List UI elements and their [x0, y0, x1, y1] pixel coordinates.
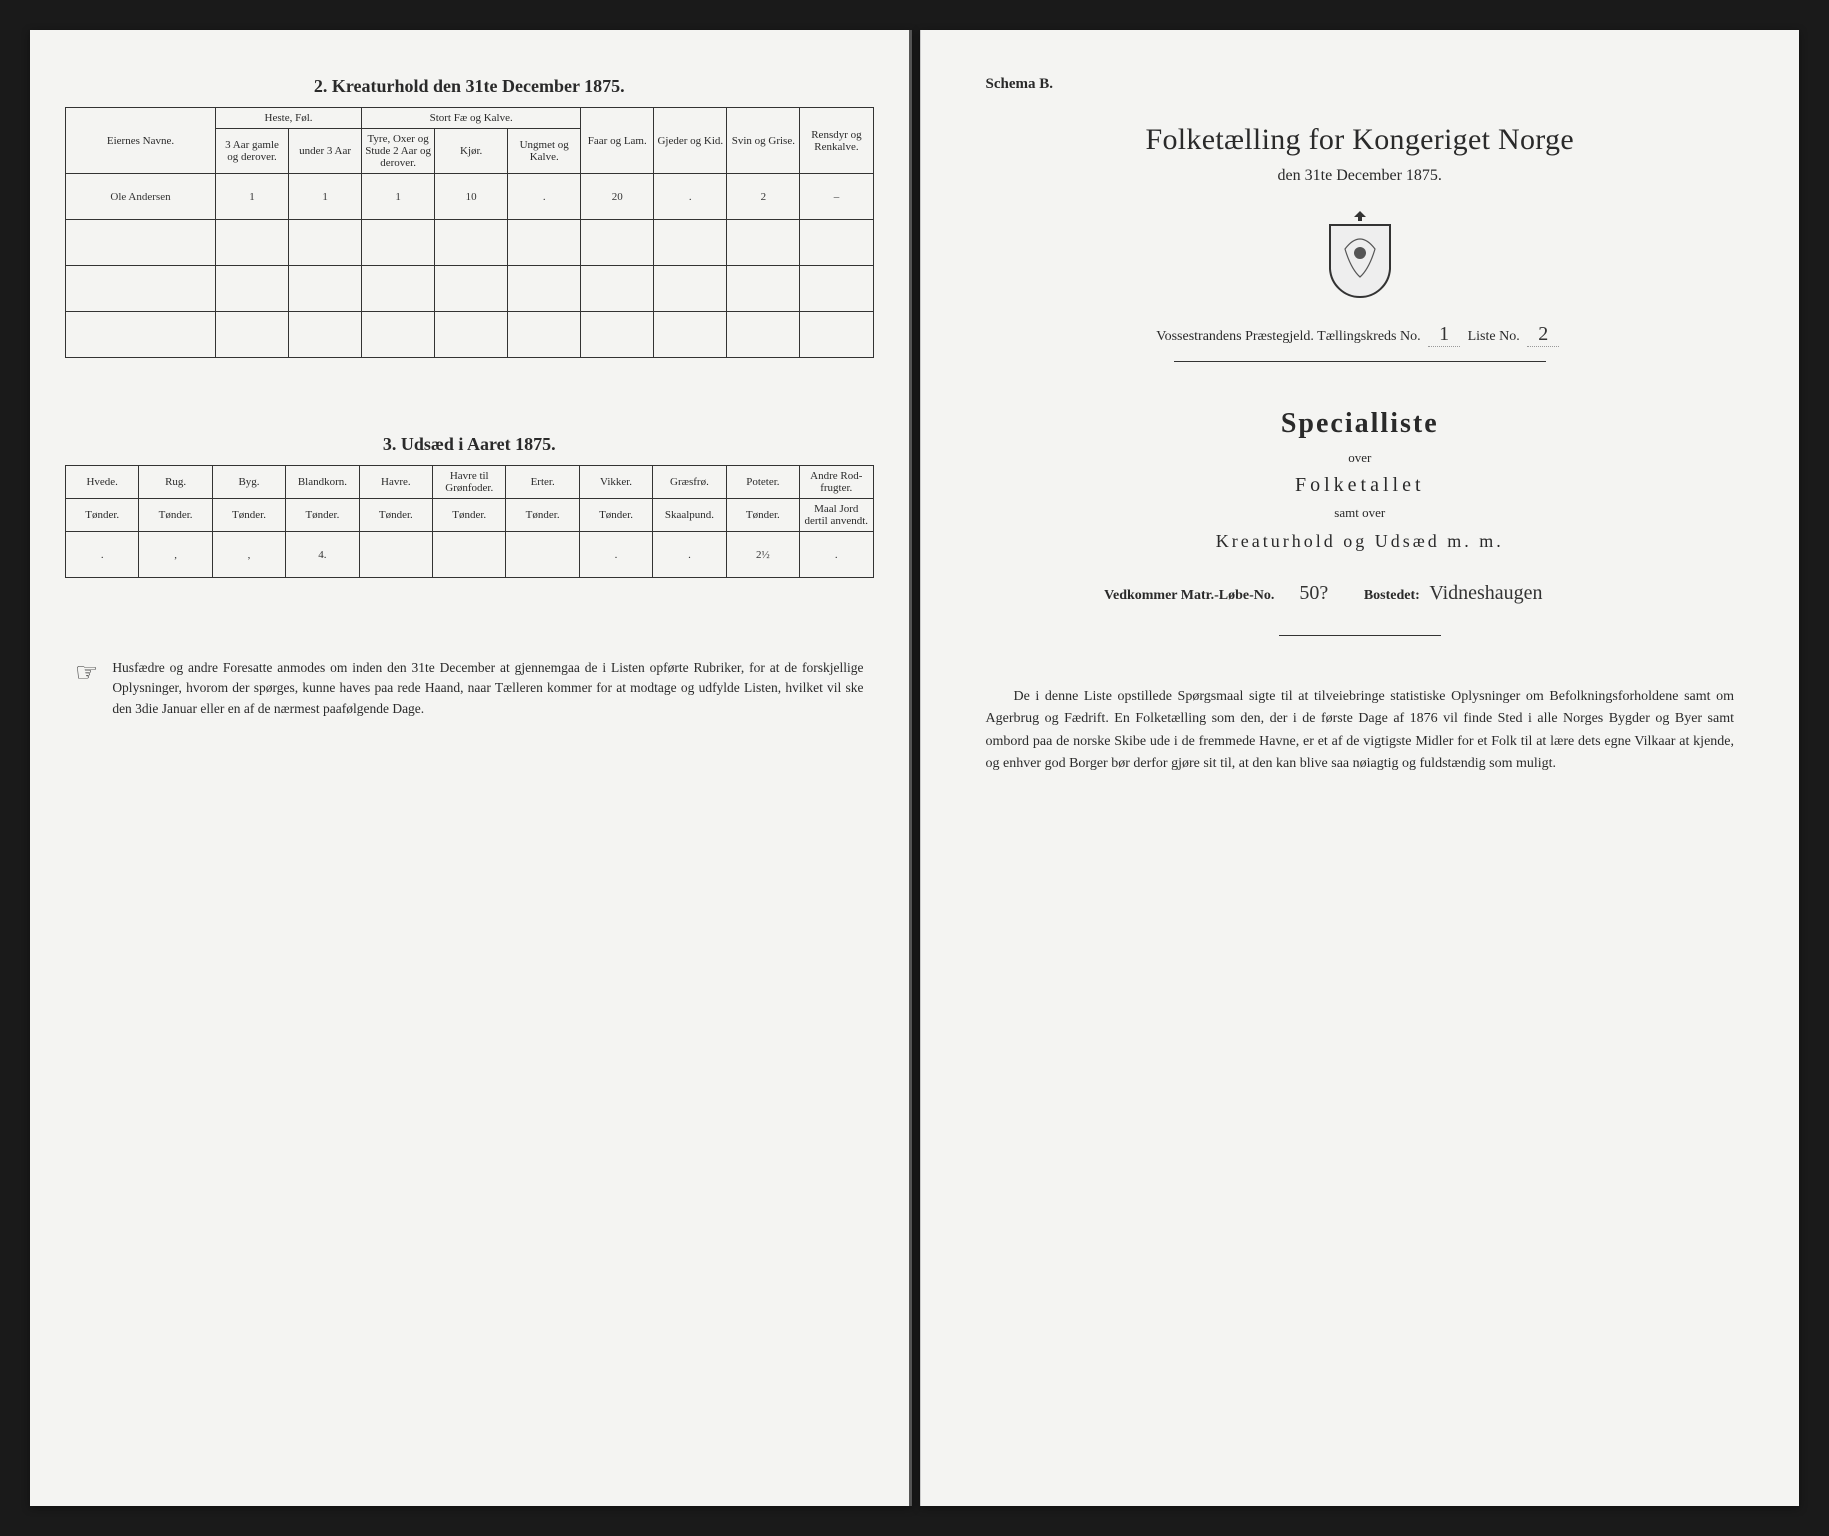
unit: Tønder. [139, 499, 212, 532]
unit: Tønder. [359, 499, 432, 532]
grp-svin: Svin og Grise. [727, 108, 800, 174]
over-label: over [956, 450, 1765, 466]
sub-heste-a: 3 Aar gamle og derover. [216, 129, 289, 174]
cell: , [212, 532, 285, 578]
right-page: Schema B. Folketælling for Kongeriget No… [920, 30, 1800, 1506]
col: Byg. [212, 466, 285, 499]
samtover-label: samt over [956, 505, 1765, 521]
footnote-box: ☞ Husfædre og andre Foresatte anmodes om… [65, 658, 874, 719]
footnote-text: Husfædre og andre Foresatte anmodes om i… [112, 658, 863, 719]
unit: Tønder. [212, 499, 285, 532]
unit: Tønder. [726, 499, 799, 532]
cell: 10 [435, 174, 508, 220]
table-row [66, 312, 874, 358]
cell: . [800, 532, 873, 578]
left-page: 2. Kreaturhold den 31te December 1875. E… [30, 30, 912, 1506]
udsaed-heads: Hvede. Rug. Byg. Blandkorn. Havre. Havre… [66, 466, 874, 499]
cell: 20 [581, 174, 654, 220]
matr-no: 50? [1284, 582, 1344, 605]
bostedet-label: Bostedet: [1364, 588, 1420, 603]
cell: 2½ [726, 532, 799, 578]
matr-label: Vedkommer Matr.-Løbe-No. [1104, 588, 1274, 603]
table-row [66, 220, 874, 266]
cell [506, 532, 579, 578]
grp-ren: Rensdyr og Renkalve. [800, 108, 873, 174]
table-row [66, 266, 874, 312]
col: Græsfrø. [653, 466, 726, 499]
col: Andre Rod-frugter. [800, 466, 873, 499]
main-title: Folketælling for Kongeriget Norge [956, 123, 1765, 157]
cell: 1 [216, 174, 289, 220]
cell [359, 532, 432, 578]
coat-of-arms-icon [1320, 209, 1400, 299]
cell: – [800, 174, 873, 220]
udsaed-units: Tønder. Tønder. Tønder. Tønder. Tønder. … [66, 499, 874, 532]
parish-label: Vossestrandens Præstegjeld. Tællingskred… [1156, 329, 1420, 344]
cell: . [579, 532, 652, 578]
cell [433, 532, 506, 578]
sub-date: den 31te December 1875. [956, 167, 1765, 185]
cell: , [139, 532, 212, 578]
matr-line: Vedkommer Matr.-Løbe-No. 50? Bostedet: V… [956, 582, 1765, 605]
owner-cell: Ole Andersen [66, 174, 216, 220]
table-row: Ole Andersen 1 1 1 10 . 20 . 2 – [66, 174, 874, 220]
section2-title: 2. Kreaturhold den 31te December 1875. [65, 76, 874, 97]
folketallet-label: Folketallet [956, 474, 1765, 497]
unit: Tønder. [286, 499, 359, 532]
unit: Tønder. [66, 499, 139, 532]
pointing-hand-icon: ☞ [75, 658, 98, 719]
cell: . [653, 532, 726, 578]
col: Havre til Grønfoder. [433, 466, 506, 499]
cell: 1 [289, 174, 362, 220]
kreaturhold-table: Eiernes Navne. Heste, Føl. Stort Fæ og K… [65, 107, 874, 358]
col: Hvede. [66, 466, 139, 499]
explanatory-text: De i denne Liste opstillede Spørgsmaal s… [956, 686, 1765, 776]
col: Blandkorn. [286, 466, 359, 499]
cell: 4. [286, 532, 359, 578]
sub-stort-b: Kjør. [435, 129, 508, 174]
kreds-no: 1 [1428, 323, 1460, 347]
udsaed-table: Hvede. Rug. Byg. Blandkorn. Havre. Havre… [65, 465, 874, 578]
specialliste-title: Specialliste [956, 408, 1765, 440]
liste-label: Liste No. [1468, 329, 1520, 344]
col: Poteter. [726, 466, 799, 499]
schema-label: Schema B. [986, 76, 1765, 93]
kreatur-label: Kreaturhold og Udsæd m. m. [956, 531, 1765, 552]
kreaturhold-body: Ole Andersen 1 1 1 10 . 20 . 2 – [66, 174, 874, 358]
unit: Tønder. [506, 499, 579, 532]
unit: Tønder. [433, 499, 506, 532]
liste-no: 2 [1527, 323, 1559, 347]
document-spread: 2. Kreaturhold den 31te December 1875. E… [30, 30, 1799, 1506]
col-owner: Eiernes Navne. [66, 108, 216, 174]
unit: Maal Jord dertil anvendt. [800, 499, 873, 532]
grp-heste: Heste, Føl. [216, 108, 362, 129]
cell: . [66, 532, 139, 578]
bostedet-value: Vidneshaugen [1429, 582, 1609, 605]
divider [1279, 635, 1441, 636]
cell: 2 [727, 174, 800, 220]
grp-gjeder: Gjeder og Kid. [654, 108, 727, 174]
sub-stort-a: Tyre, Oxer og Stude 2 Aar og derover. [362, 129, 435, 174]
unit: Skaalpund. [653, 499, 726, 532]
parish-line: Vossestrandens Præstegjeld. Tællingskred… [956, 323, 1765, 347]
sub-heste-b: under 3 Aar [289, 129, 362, 174]
col: Havre. [359, 466, 432, 499]
col: Erter. [506, 466, 579, 499]
col: Rug. [139, 466, 212, 499]
divider [1174, 361, 1546, 362]
table-row: . , , 4. . . 2½ . [66, 532, 874, 578]
sub-stort-c: Ungmet og Kalve. [508, 129, 581, 174]
cell: . [508, 174, 581, 220]
grp-stort: Stort Fæ og Kalve. [362, 108, 581, 129]
grp-faar: Faar og Lam. [581, 108, 654, 174]
cell: . [654, 174, 727, 220]
section3-title: 3. Udsæd i Aaret 1875. [65, 434, 874, 455]
cell: 1 [362, 174, 435, 220]
col: Vikker. [579, 466, 652, 499]
unit: Tønder. [579, 499, 652, 532]
